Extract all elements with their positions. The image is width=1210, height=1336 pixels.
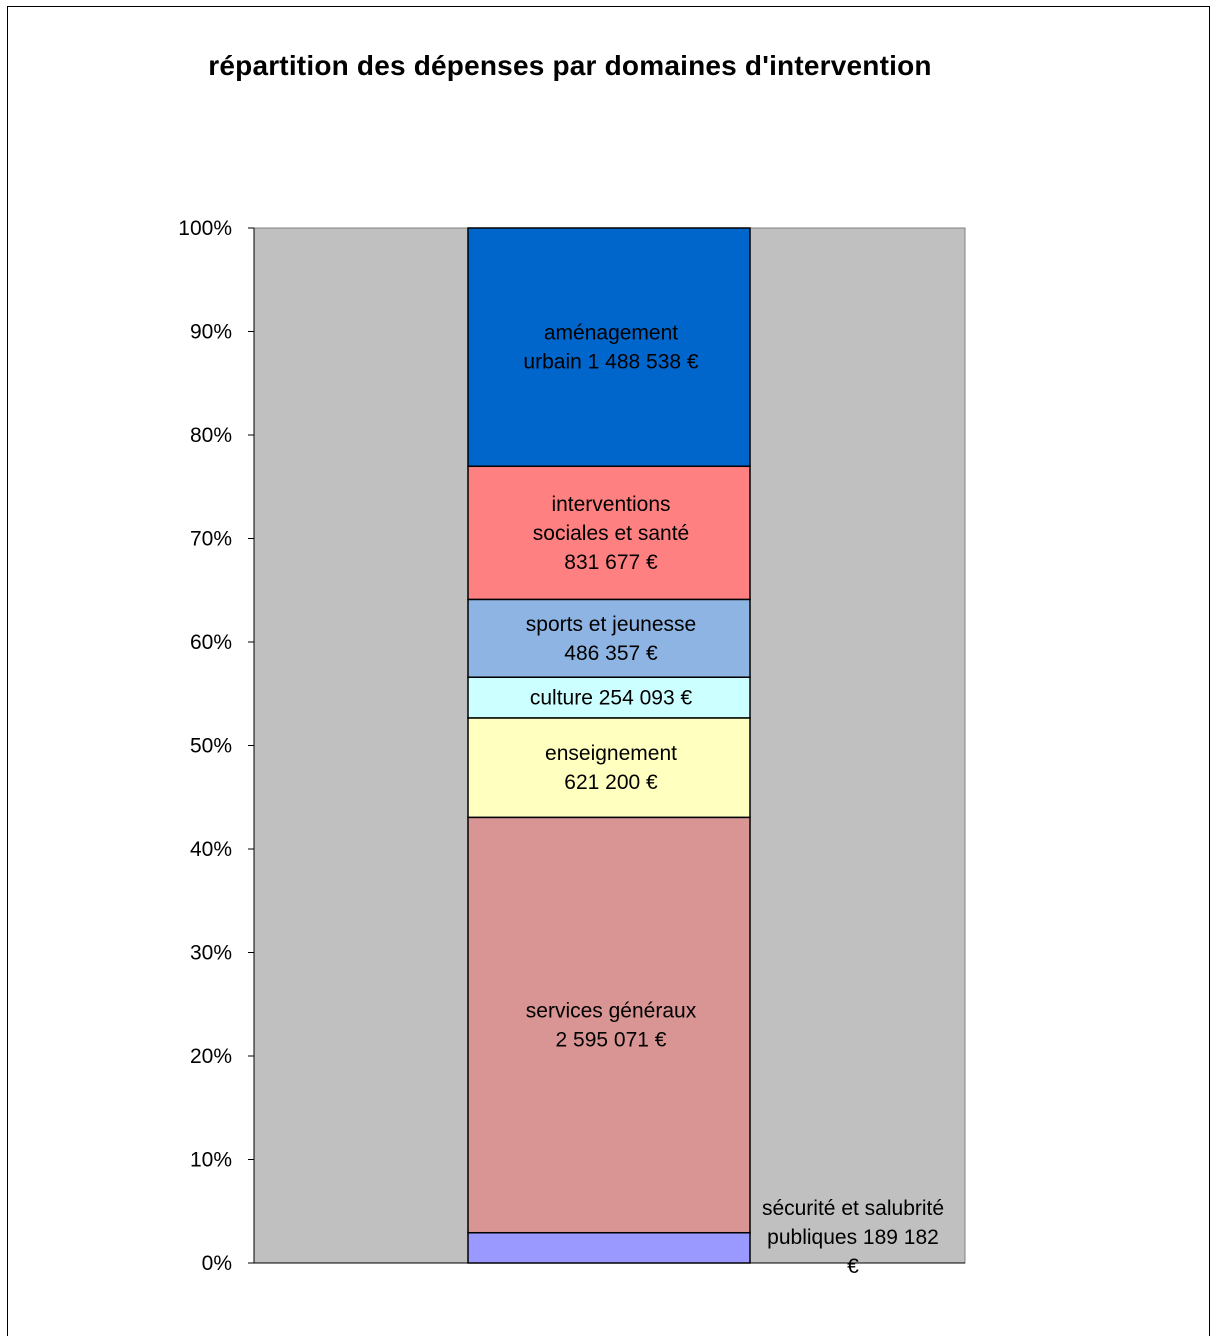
y-tick-label: 90% (190, 321, 232, 344)
data-label-sports-et-jeunesse: 486 357 € (564, 642, 658, 665)
bar-segment-sports-et-jeunesse (467, 598, 751, 678)
y-tick-label: 30% (190, 942, 232, 965)
bar-segment-securite-et-salubrite-publiques (467, 1231, 751, 1264)
y-axis: 0% 10% 20% 30% 40% 50% 60% 70% 80% 90% 100% (178, 217, 965, 1275)
data-label-amenagement-urbain: aménagement (544, 322, 678, 345)
data-label-enseignement: enseignement (545, 742, 677, 765)
data-label-culture: culture 254 093 € (530, 687, 693, 710)
y-tick-label: 10% (190, 1149, 232, 1172)
data-label-interventions-sociales-et-sante: sociales et santé (533, 522, 689, 545)
stacked-bar (467, 227, 751, 1264)
data-label-amenagement-urbain: urbain 1 488 538 € (523, 351, 698, 374)
data-label-securite-et-salubrite-publiques: € (847, 1255, 859, 1278)
data-label-interventions-sociales-et-sante: 831 677 € (564, 551, 658, 574)
y-tick-label: 50% (190, 735, 232, 758)
y-tick-label: 20% (190, 1045, 232, 1068)
bar-segment-enseignement (467, 717, 751, 819)
segment-labels: sécurité et salubrité publiques 189 182 € s… (523, 322, 944, 1278)
y-tick-label: 70% (190, 528, 232, 551)
y-tick-label: 0% (202, 1252, 232, 1275)
bar-segment-amenagement-urbain (467, 227, 751, 468)
bar-segment-interventions-sociales-et-sante (467, 465, 751, 601)
chart-title: répartition des dépenses par domaines d'… (208, 50, 932, 81)
y-tick-label: 100% (178, 217, 232, 240)
data-label-services-generaux: 2 595 071 € (556, 1029, 667, 1052)
y-tick-label: 60% (190, 631, 232, 654)
data-label-securite-et-salubrite-publiques: sécurité et salubrité (762, 1197, 944, 1220)
data-label-sports-et-jeunesse: sports et jeunesse (526, 613, 696, 636)
data-label-services-generaux: services généraux (526, 1000, 697, 1023)
y-tick-label: 80% (190, 424, 232, 447)
data-label-enseignement: 621 200 € (564, 771, 658, 794)
y-tick-label: 40% (190, 838, 232, 861)
data-label-interventions-sociales-et-sante: interventions (551, 493, 670, 516)
bar-segment-services-generaux (467, 816, 751, 1234)
bar-segment-culture (467, 676, 751, 719)
data-label-securite-et-salubrite-publiques: publiques 189 182 (767, 1226, 939, 1249)
